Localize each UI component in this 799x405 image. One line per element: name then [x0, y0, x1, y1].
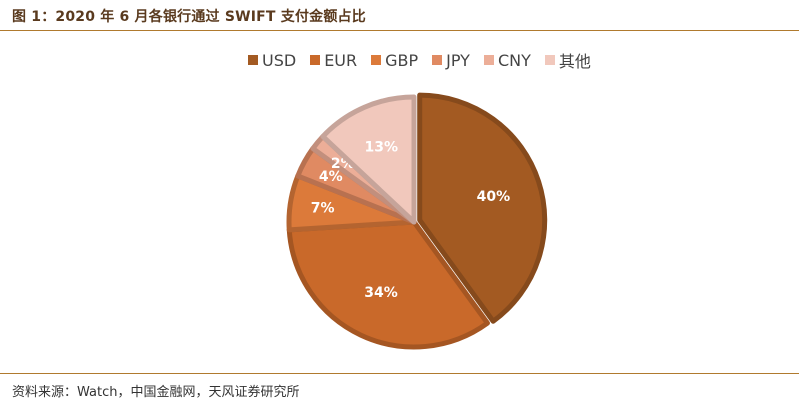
legend-item-3: JPY: [432, 51, 470, 70]
slice-label-JPY: 4%: [319, 169, 343, 185]
chart-legend: USD EUR GBP JPY CNY 其他: [248, 48, 591, 72]
legend-item-2: GBP: [371, 51, 418, 70]
legend-label: USD: [262, 50, 297, 70]
top-rule: [0, 30, 799, 31]
legend-label: 其他: [558, 52, 591, 71]
legend-swatch: [248, 55, 258, 65]
legend-swatch: [371, 55, 382, 65]
legend-label: JPY: [446, 50, 470, 70]
legend-item-5: 其他: [544, 48, 591, 72]
legend-swatch: [310, 55, 321, 65]
pie-slice-USD: [417, 92, 548, 324]
legend-item-1: EUR: [310, 51, 357, 70]
legend-label: GBP: [385, 50, 419, 70]
bottom-rule: [0, 373, 799, 374]
legend-label: EUR: [324, 50, 358, 70]
pie-slice-EUR: [286, 219, 490, 350]
slice-label-USD: 40%: [477, 189, 511, 205]
source-note: 资料来源：Watch，中国金融网，天风证券研究所: [12, 385, 300, 400]
legend-swatch: [483, 55, 494, 65]
legend-swatch: [432, 55, 443, 65]
figure-title: 图 1：2020 年 6 月各银行通过 SWIFT 支付金额占比: [12, 9, 366, 25]
slice-label-GBP: 7%: [311, 201, 335, 217]
legend-item-0: USD: [248, 51, 296, 70]
slice-label-其他: 13%: [364, 139, 398, 155]
legend-swatch: [544, 55, 555, 65]
pie-slice-其他: [320, 94, 417, 225]
legend-label: CNY: [497, 50, 531, 70]
legend-item-4: CNY: [483, 50, 531, 70]
slice-label-EUR: 34%: [364, 285, 398, 301]
